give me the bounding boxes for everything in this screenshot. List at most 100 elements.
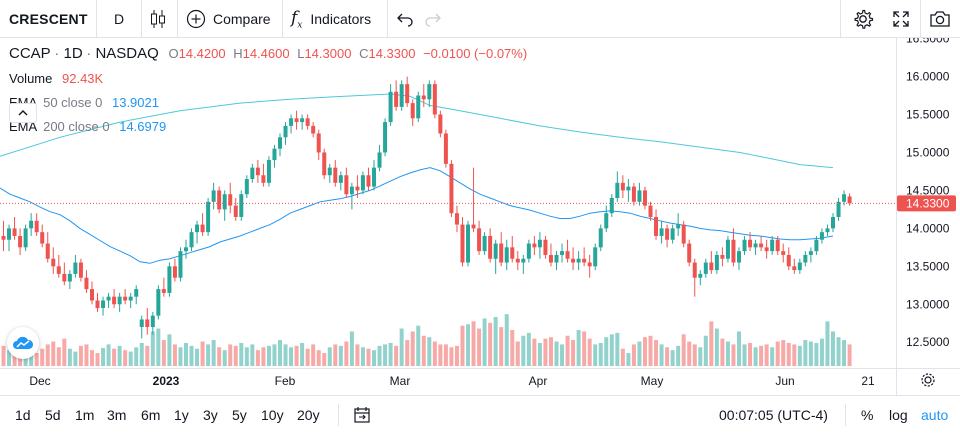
range-button-3m[interactable]: 3m bbox=[107, 407, 127, 423]
y-tick-label: 15.5000 bbox=[906, 108, 950, 122]
candle-body bbox=[294, 118, 299, 123]
range-button-1d[interactable]: 1d bbox=[15, 407, 31, 423]
candle-body bbox=[250, 167, 255, 180]
range-button-6m[interactable]: 6m bbox=[141, 407, 161, 423]
candle-body bbox=[112, 296, 117, 305]
chevron-up-icon bbox=[18, 110, 28, 116]
symbol-search[interactable]: CRESCENT bbox=[9, 0, 88, 38]
candle-body bbox=[322, 152, 327, 176]
ema200-legend[interactable]: EMA 200 close 0 14.6979 bbox=[9, 119, 166, 134]
candle-body bbox=[388, 91, 393, 123]
volume-bar bbox=[742, 344, 747, 366]
candle-body bbox=[637, 190, 642, 202]
volume-bar bbox=[670, 350, 675, 366]
range-button-1m[interactable]: 1m bbox=[75, 407, 95, 423]
range-button-1y[interactable]: 1y bbox=[174, 407, 189, 423]
log-toggle[interactable]: log bbox=[889, 407, 908, 423]
candle-body bbox=[670, 228, 675, 240]
volume-bar bbox=[101, 348, 106, 366]
axis-settings-gear-icon[interactable] bbox=[921, 373, 935, 387]
range-button-5y[interactable]: 5y bbox=[232, 407, 247, 423]
candle-body bbox=[7, 228, 12, 240]
candle-body bbox=[831, 216, 835, 229]
bottom-toolbar: 1d 5d 1m 3m 6m 1y 3y 5y 10y 20y 00:07:05 (UTC-4) … bbox=[0, 395, 960, 433]
candle-body bbox=[565, 251, 570, 259]
undo-button[interactable] bbox=[396, 0, 414, 38]
volume-bar bbox=[692, 344, 697, 366]
volume-bar bbox=[770, 347, 775, 366]
auto-scale-toggle[interactable]: auto bbox=[921, 407, 949, 423]
percent-toggle[interactable]: % bbox=[861, 407, 874, 423]
redo-button[interactable] bbox=[424, 0, 442, 38]
volume-legend[interactable]: Volume 92.43K bbox=[9, 71, 103, 86]
range-button-10y[interactable]: 10y bbox=[261, 407, 284, 423]
range-button-20y[interactable]: 20y bbox=[297, 407, 320, 423]
clock-time[interactable]: 00:07:05 (UTC-4) bbox=[719, 407, 828, 423]
volume-bar bbox=[261, 347, 266, 366]
settings-button[interactable] bbox=[852, 0, 874, 38]
volume-bar bbox=[217, 347, 222, 366]
volume-bar bbox=[454, 345, 459, 366]
interval-button[interactable]: D bbox=[114, 0, 124, 38]
volume-bar bbox=[333, 344, 338, 366]
volume-bar bbox=[366, 348, 371, 366]
volume-bar bbox=[394, 345, 399, 366]
volume-bar bbox=[67, 348, 72, 366]
candle-body bbox=[770, 239, 775, 252]
volume-bar bbox=[95, 353, 100, 366]
volume-bar bbox=[183, 342, 188, 366]
series-legend: CCAP · 1D · NASDAQ O14.4200 H14.4600 L14… bbox=[9, 45, 528, 62]
goto-date-button[interactable] bbox=[353, 396, 371, 434]
candle-body bbox=[355, 186, 360, 191]
volume-bar bbox=[167, 334, 172, 366]
volume-bar bbox=[659, 344, 664, 366]
candle-body bbox=[266, 160, 271, 183]
candle-body bbox=[759, 243, 764, 248]
candle-body bbox=[311, 125, 316, 134]
candle-body bbox=[786, 254, 791, 267]
candle-body bbox=[460, 224, 465, 263]
candle-body bbox=[139, 319, 144, 328]
candle-body bbox=[289, 118, 294, 126]
compare-button[interactable]: Compare bbox=[186, 0, 271, 38]
volume-bar bbox=[172, 344, 177, 366]
low-value: 14.3000 bbox=[304, 46, 352, 61]
y-tick-label: 12.5000 bbox=[906, 335, 950, 349]
candle-body bbox=[488, 235, 493, 259]
collapse-legend-button[interactable] bbox=[9, 103, 37, 123]
candle-body bbox=[576, 258, 581, 263]
x-tick-label: May bbox=[641, 374, 664, 388]
indicators-button[interactable]: fx Indicators bbox=[291, 0, 371, 38]
volume-bar bbox=[40, 348, 45, 366]
candle-body bbox=[615, 182, 620, 198]
candle-body bbox=[687, 243, 692, 263]
candle-body bbox=[825, 228, 830, 233]
x-tick-label: Feb bbox=[275, 374, 296, 388]
chart-type-button[interactable] bbox=[149, 0, 167, 38]
tradingview-logo[interactable] bbox=[7, 327, 39, 359]
volume-bar bbox=[200, 341, 205, 366]
price-chart[interactable]: 16.5000 16.0000 15.5000 15.0000 14.5000 14.00… bbox=[0, 32, 960, 395]
volume-bar bbox=[537, 342, 542, 366]
chart-area[interactable]: 16.5000 16.0000 15.5000 15.0000 14.5000 14.00… bbox=[0, 32, 960, 395]
candle-body bbox=[736, 251, 741, 263]
fullscreen-button[interactable] bbox=[891, 0, 911, 38]
volume-bar bbox=[161, 340, 166, 366]
volume-bar bbox=[89, 350, 94, 366]
toolbar-divider bbox=[845, 396, 846, 434]
candle-body bbox=[95, 300, 100, 309]
volume-bar bbox=[327, 347, 332, 366]
screenshot-button[interactable] bbox=[929, 0, 951, 38]
candle-body bbox=[781, 251, 786, 255]
volume-bar bbox=[620, 348, 625, 366]
candle-body bbox=[45, 243, 50, 259]
last-price-badge bbox=[897, 195, 956, 212]
range-button-3y[interactable]: 3y bbox=[203, 407, 218, 423]
volume-bar bbox=[642, 337, 647, 366]
x-tick-label: Apr bbox=[529, 374, 548, 388]
range-button-5d[interactable]: 5d bbox=[45, 407, 61, 423]
candle-body bbox=[383, 122, 388, 153]
volume-bar bbox=[736, 331, 741, 366]
y-tick-label: 16.0000 bbox=[906, 70, 950, 84]
y-tick-label: 16.5000 bbox=[906, 38, 950, 46]
